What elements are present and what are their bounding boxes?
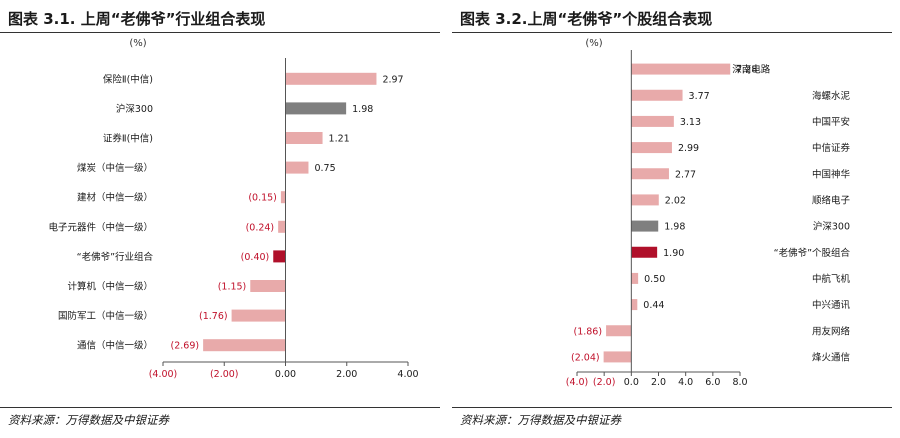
industry-portfolio-panel: 图表 3.1. 上周“老佛爷”行业组合表现 (%) 2.97 保险Ⅱ(中信) 1.98… — [0, 0, 440, 438]
value-label: 2.97 — [382, 74, 403, 85]
source-note: 资料来源：万得数据及中银证券 — [460, 413, 621, 427]
category-label: 保险Ⅱ(中信) — [103, 73, 153, 85]
x-tick-label: (2.00) — [210, 369, 239, 380]
value-label: 0.50 — [644, 274, 665, 285]
value-label: 7.28 — [736, 65, 757, 76]
category-label: 顺络电子 — [812, 194, 851, 206]
chart-title: 图表 3.1. 上周“老佛爷”行业组合表现 — [8, 10, 266, 28]
bar — [280, 191, 286, 204]
bar — [285, 132, 323, 144]
value-label: (1.15) — [218, 282, 247, 293]
x-tick-label: 0.0 — [624, 377, 639, 388]
bar — [285, 102, 347, 115]
title-rule — [452, 32, 892, 33]
stock-portfolio-panel: 图表 3.2.上周“老佛爷”个股组合表现 (%) 7.28 深南电路 3.77 海螺水泥… — [452, 0, 892, 438]
value-label: 3.13 — [680, 117, 701, 128]
category-label: 用友网络 — [812, 325, 851, 337]
chart-title: 图表 3.2.上周“老佛爷”个股组合表现 — [460, 10, 713, 28]
bar — [631, 272, 639, 284]
value-label: (0.15) — [248, 193, 277, 204]
value-label: 0.44 — [643, 300, 664, 311]
x-tick-label: 0.00 — [275, 369, 296, 380]
bar — [631, 220, 659, 232]
category-label: “老佛爷”个股组合 — [774, 247, 851, 259]
bar — [606, 325, 632, 337]
category-label: 中航飞机 — [812, 273, 851, 285]
category-label: 沪深300 — [813, 221, 850, 233]
x-tick-label: (2.0) — [593, 377, 616, 388]
category-label: 计算机（中信一级） — [67, 281, 153, 293]
bar — [273, 250, 286, 263]
x-tick-label: (4.0) — [566, 377, 589, 388]
x-tick-label: (4.00) — [149, 369, 178, 380]
bar — [631, 194, 659, 206]
value-label: (1.76) — [199, 311, 228, 322]
industry-bar-chart: (%) 2.97 保险Ⅱ(中信) 1.98 沪深300 1.21 证券Ⅱ(中信) 0.75 煤炭… — [48, 38, 418, 380]
bar — [603, 351, 632, 363]
value-label: 0.75 — [314, 163, 335, 174]
footer-rule — [0, 407, 440, 408]
x-tick-label: 8.0 — [732, 377, 747, 388]
x-tick-label: 2.0 — [651, 377, 666, 388]
value-label: (1.86) — [573, 326, 602, 337]
bar — [285, 161, 309, 174]
bar — [631, 168, 669, 180]
category-label: 国防军工（中信一级） — [58, 310, 153, 322]
value-label: 1.21 — [329, 134, 350, 145]
bar — [285, 72, 377, 85]
category-label: “老佛爷”行业组合 — [77, 251, 154, 263]
category-label: 中兴通讯 — [812, 299, 851, 311]
category-label: 电子元器件（中信一级） — [48, 221, 153, 233]
value-label: 1.90 — [663, 248, 684, 259]
footer-rule — [452, 407, 892, 408]
category-label: 深南电路 — [732, 64, 771, 76]
value-label: 2.99 — [678, 143, 699, 154]
source-note: 资料来源：万得数据及中银证券 — [8, 413, 169, 427]
bar — [631, 246, 658, 258]
x-tick-label: 4.0 — [678, 377, 693, 388]
unit-label: (%) — [585, 38, 602, 49]
value-label: 1.98 — [352, 104, 373, 115]
value-label: 3.77 — [689, 91, 710, 102]
value-label: (2.69) — [171, 341, 200, 352]
bar — [278, 220, 286, 233]
value-label: 2.02 — [665, 195, 686, 206]
unit-label: (%) — [129, 38, 146, 49]
bar — [631, 89, 683, 101]
category-label: 中国神华 — [812, 168, 851, 180]
category-label: 煤炭（中信一级） — [77, 162, 153, 174]
category-label: 建材（中信一级） — [77, 192, 153, 204]
bar — [631, 299, 638, 311]
bar — [631, 142, 672, 154]
category-label: 中国平安 — [812, 116, 850, 128]
value-label: (0.24) — [246, 222, 275, 233]
category-label: 中信证券 — [812, 142, 851, 154]
title-rule — [0, 32, 440, 33]
bar — [231, 309, 286, 322]
value-label: 1.98 — [664, 222, 685, 233]
category-label: 烽火通信 — [812, 351, 850, 363]
x-tick-label: 2.00 — [336, 369, 357, 380]
bar — [631, 115, 674, 127]
x-tick-label: 4.00 — [397, 369, 418, 380]
value-label: (0.40) — [241, 252, 270, 263]
category-label: 通信（中信一级） — [77, 340, 153, 352]
x-tick-label: 6.0 — [705, 377, 720, 388]
bar — [203, 339, 286, 352]
category-label: 沪深300 — [116, 103, 153, 115]
bar — [250, 280, 286, 292]
value-label: (2.04) — [571, 352, 600, 363]
category-label: 海螺水泥 — [812, 90, 851, 102]
bar — [631, 63, 731, 75]
value-label: 2.77 — [675, 169, 696, 180]
category-label: 证券Ⅱ(中信) — [103, 133, 153, 145]
